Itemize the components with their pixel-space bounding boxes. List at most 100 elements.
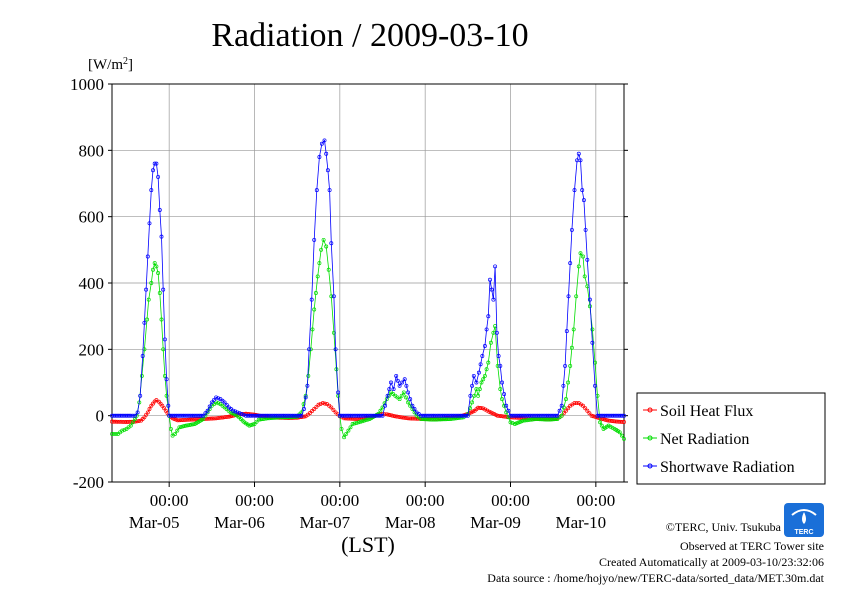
credit-source: Data source : /home/hojyo/new/TERC-data/… bbox=[487, 571, 824, 585]
data-point bbox=[267, 413, 272, 418]
data-point bbox=[191, 422, 196, 427]
terc-logo: TERC bbox=[784, 503, 824, 537]
data-point bbox=[555, 413, 560, 418]
data-point bbox=[455, 413, 459, 418]
data-point bbox=[164, 377, 169, 382]
data-point bbox=[399, 393, 404, 398]
data-point bbox=[313, 291, 318, 295]
data-point bbox=[410, 403, 415, 408]
data-point bbox=[299, 413, 304, 418]
data-point bbox=[237, 411, 242, 416]
data-point bbox=[260, 413, 265, 418]
data-point bbox=[354, 420, 359, 425]
data-point bbox=[283, 413, 288, 418]
data-point bbox=[364, 413, 369, 418]
data-point bbox=[145, 317, 149, 322]
data-point bbox=[197, 413, 202, 418]
data-point bbox=[325, 168, 330, 173]
data-point bbox=[157, 208, 162, 212]
data-point bbox=[398, 415, 403, 420]
data-point bbox=[622, 420, 626, 424]
data-point bbox=[568, 363, 573, 368]
data-point bbox=[319, 141, 324, 146]
data-point bbox=[456, 413, 461, 418]
y-tick-label: 400 bbox=[79, 274, 105, 293]
data-point bbox=[508, 413, 513, 418]
data-point bbox=[122, 427, 127, 432]
data-point bbox=[315, 274, 320, 279]
data-point bbox=[484, 327, 489, 332]
data-point bbox=[164, 393, 169, 398]
data-point bbox=[384, 412, 389, 417]
data-point bbox=[179, 418, 184, 423]
data-point bbox=[274, 413, 279, 418]
data-point bbox=[426, 417, 431, 422]
data-point bbox=[474, 380, 479, 385]
data-point bbox=[326, 267, 331, 272]
data-point bbox=[429, 413, 434, 418]
data-point bbox=[610, 425, 615, 430]
data-point bbox=[563, 363, 568, 368]
data-point bbox=[154, 264, 159, 269]
data-point bbox=[583, 227, 588, 232]
data-point bbox=[389, 413, 394, 418]
data-point bbox=[477, 387, 482, 392]
y-tick-label: 0 bbox=[96, 407, 105, 426]
data-point bbox=[190, 413, 195, 418]
data-point bbox=[456, 416, 461, 420]
data-point bbox=[418, 413, 423, 418]
data-series bbox=[110, 138, 626, 441]
data-point bbox=[526, 413, 531, 418]
data-point bbox=[465, 413, 470, 418]
data-point bbox=[216, 401, 221, 406]
data-point bbox=[208, 416, 213, 421]
data-point bbox=[170, 413, 175, 418]
data-point bbox=[550, 413, 554, 418]
data-point bbox=[179, 424, 184, 429]
data-point bbox=[601, 417, 606, 422]
data-point bbox=[258, 413, 263, 418]
data-point bbox=[329, 241, 334, 246]
data-point bbox=[530, 413, 535, 418]
data-point bbox=[424, 417, 429, 422]
legend-label: Net Radiation bbox=[660, 431, 749, 448]
data-point bbox=[614, 413, 619, 418]
data-point bbox=[252, 413, 257, 418]
data-point bbox=[541, 413, 545, 418]
data-point bbox=[400, 380, 405, 385]
data-point bbox=[391, 387, 396, 392]
data-point bbox=[453, 413, 458, 418]
data-point bbox=[438, 413, 443, 418]
data-point bbox=[576, 151, 581, 156]
data-point bbox=[162, 337, 167, 342]
data-point bbox=[483, 407, 488, 412]
data-point bbox=[235, 410, 240, 415]
data-point bbox=[371, 413, 376, 418]
data-point bbox=[401, 390, 406, 395]
data-point bbox=[437, 413, 441, 418]
data-point bbox=[440, 413, 445, 418]
data-point bbox=[207, 404, 212, 409]
data-point bbox=[144, 287, 149, 292]
data-point bbox=[355, 413, 360, 418]
data-point bbox=[406, 390, 411, 395]
data-point bbox=[192, 417, 197, 422]
data-point bbox=[252, 422, 257, 426]
data-point bbox=[360, 419, 365, 424]
data-point bbox=[117, 419, 122, 424]
data-point bbox=[225, 414, 230, 419]
data-point bbox=[513, 413, 518, 418]
data-point bbox=[404, 395, 408, 400]
data-point bbox=[337, 413, 342, 418]
x-tick-date-label: Mar-05 bbox=[129, 513, 180, 532]
data-point bbox=[159, 234, 164, 239]
data-point bbox=[402, 415, 407, 420]
data-point bbox=[431, 413, 436, 418]
data-point bbox=[329, 405, 334, 410]
data-point bbox=[145, 410, 150, 415]
data-point bbox=[145, 254, 150, 259]
data-point bbox=[566, 406, 571, 411]
data-point bbox=[528, 413, 533, 418]
data-point bbox=[603, 417, 608, 422]
data-point bbox=[395, 414, 400, 419]
